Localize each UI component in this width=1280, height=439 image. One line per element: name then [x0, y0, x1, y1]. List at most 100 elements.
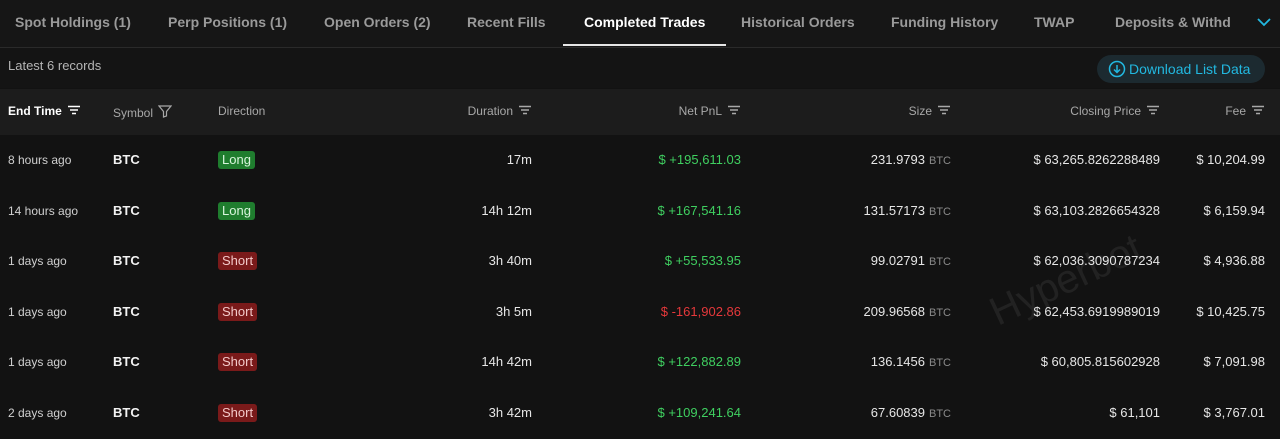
column-header[interactable]: Size	[909, 104, 951, 118]
closing-price-cell: $ 62,453.6919989019	[1033, 303, 1160, 319]
net-pnl-cell: $ +109,241.64	[657, 404, 742, 420]
tab[interactable]: Recent Fills	[467, 14, 546, 30]
column-header[interactable]: Symbol	[113, 104, 173, 121]
tab[interactable]: Open Orders (2)	[324, 14, 431, 30]
duration-cell: 17m	[506, 152, 532, 167]
symbol-cell: BTC	[113, 404, 140, 420]
direction-badge: Short	[218, 302, 258, 321]
size-cell: 231.9793 BTC	[871, 135, 951, 185]
end-time-cell: 14 hours ago	[8, 203, 79, 218]
closing-price-cell: $ 60,805.815602928	[1040, 354, 1160, 369]
direction-cell: Short	[218, 388, 258, 438]
column-header[interactable]: Closing Price	[1070, 104, 1160, 118]
fee-cell: $ 6,159.94	[1203, 202, 1265, 218]
duration-cell: 3h 5m	[495, 303, 532, 319]
closing-price-cell: $ 63,103.2826654328	[1033, 202, 1160, 218]
sort-icon	[937, 104, 951, 118]
table-row[interactable]: 8 hours ago BTC Long 17m $ +195,611.03 231.97…	[0, 135, 1280, 185]
sort-icon	[67, 104, 81, 118]
fee-cell: $ 4,936.88	[1203, 253, 1265, 268]
size-unit: BTC	[929, 256, 951, 268]
sort-icon	[518, 104, 532, 118]
table-row[interactable]: 14 hours ago BTC Long 14h 12m $ +167,541.16 1…	[0, 185, 1280, 236]
size-value: 99.02791	[870, 253, 925, 268]
direction-badge: Short	[218, 353, 258, 371]
tab-bar: Spot Holdings (1) Perp Positions (1) Open …	[0, 0, 1280, 48]
symbol-cell: BTC	[113, 354, 140, 369]
duration-cell: 3h 42m	[488, 404, 532, 420]
fee-cell: $ 3,767.01	[1203, 404, 1265, 420]
closing-price-cell: $ 61,101	[1109, 404, 1160, 420]
direction-cell: Short	[218, 236, 258, 286]
tab[interactable]: Spot Holdings (1)	[15, 14, 131, 30]
column-title: Size	[908, 104, 932, 118]
size-cell: 136.1456 BTC	[871, 337, 951, 387]
column-title: Closing Price	[1070, 104, 1141, 118]
column-title: Fee	[1225, 104, 1246, 118]
size-unit: BTC	[929, 155, 951, 167]
size-value: 67.60839	[870, 404, 925, 420]
fee-cell: $ 7,091.98	[1203, 354, 1265, 369]
direction-cell: Short	[218, 337, 258, 387]
size-cell: 99.02791 BTC	[871, 236, 951, 286]
size-unit: BTC	[929, 357, 951, 369]
column-header[interactable]: Direction	[218, 104, 265, 118]
direction-badge: Short	[218, 252, 258, 270]
column-header[interactable]: Net PnL	[679, 104, 741, 118]
tab[interactable]: TWAP	[1034, 14, 1075, 30]
symbol-cell: BTC	[113, 202, 140, 218]
column-title: Net PnL	[678, 104, 722, 118]
column-header[interactable]: End Time	[8, 104, 81, 118]
column-title: Duration	[467, 104, 513, 118]
direction-cell: Long	[218, 186, 255, 236]
tab[interactable]: Historical Orders	[741, 14, 855, 30]
table-row[interactable]: 1 days ago BTC Short 3h 5m $ -161,902.86 209.…	[0, 286, 1280, 337]
size-unit: BTC	[929, 205, 951, 218]
net-pnl-cell: $ -161,902.86	[660, 303, 741, 319]
direction-cell: Long	[218, 135, 255, 185]
size-value: 136.1456	[870, 354, 925, 369]
column-header[interactable]: Fee	[1225, 104, 1265, 118]
download-icon	[1108, 60, 1126, 78]
sort-icon	[1251, 104, 1265, 118]
filter-icon	[157, 104, 173, 121]
table-header: End Time Symbol Direction Duration Net PnL Si…	[0, 89, 1280, 135]
table-row[interactable]: 1 days ago BTC Short 14h 42m $ +122,882.89 13…	[0, 337, 1280, 387]
fee-cell: $ 10,204.99	[1196, 152, 1265, 167]
column-header[interactable]: Duration	[468, 104, 532, 118]
fee-cell: $ 10,425.75	[1196, 303, 1265, 319]
symbol-cell: BTC	[113, 303, 140, 319]
net-pnl-cell: $ +195,611.03	[658, 152, 741, 167]
chevron-icon	[1257, 18, 1271, 27]
toolbar: Latest 6 records Download List Data	[0, 48, 1280, 88]
column-title: Symbol	[113, 105, 154, 120]
table-row[interactable]: 2 days ago BTC Short 3h 42m $ +109,241.64 67.…	[0, 387, 1280, 438]
tab[interactable]: Funding History	[891, 14, 999, 30]
records-label: Latest 6 records	[8, 58, 102, 73]
end-time-cell: 2 days ago	[8, 405, 67, 420]
column-title: Direction	[218, 104, 266, 118]
tab-scroll[interactable]	[1230, 0, 1280, 46]
table-row[interactable]: 1 days ago BTC Short 3h 40m $ +55,533.95 99.0…	[0, 236, 1280, 286]
download-button[interactable]: Download List Data	[1097, 55, 1265, 83]
end-time-cell: 8 hours ago	[8, 153, 72, 167]
size-cell: 131.57173 BTC	[864, 186, 951, 236]
closing-price-cell: $ 63,265.8262288489	[1033, 152, 1160, 167]
tab[interactable]: Perp Positions (1)	[168, 14, 288, 30]
duration-cell: 3h 40m	[488, 253, 532, 268]
direction-badge: Long	[218, 151, 255, 169]
sort-icon	[1146, 104, 1160, 118]
end-time-cell: 1 days ago	[8, 254, 67, 268]
closing-price-cell: $ 62,036.3090787234	[1033, 253, 1160, 268]
sort-icon	[727, 104, 741, 118]
duration-cell: 14h 12m	[481, 202, 532, 218]
column-title: End Time	[8, 104, 62, 118]
size-cell: 209.96568 BTC	[864, 287, 951, 337]
direction-badge: Long	[218, 201, 255, 220]
symbol-cell: BTC	[113, 152, 140, 167]
net-pnl-cell: $ +122,882.89	[657, 354, 742, 369]
size-value: 231.9793	[870, 152, 925, 167]
download-label: Download List Data	[1129, 61, 1251, 77]
tab[interactable]: Completed Trades	[562, 0, 727, 46]
net-pnl-cell: $ +55,533.95	[664, 253, 741, 268]
